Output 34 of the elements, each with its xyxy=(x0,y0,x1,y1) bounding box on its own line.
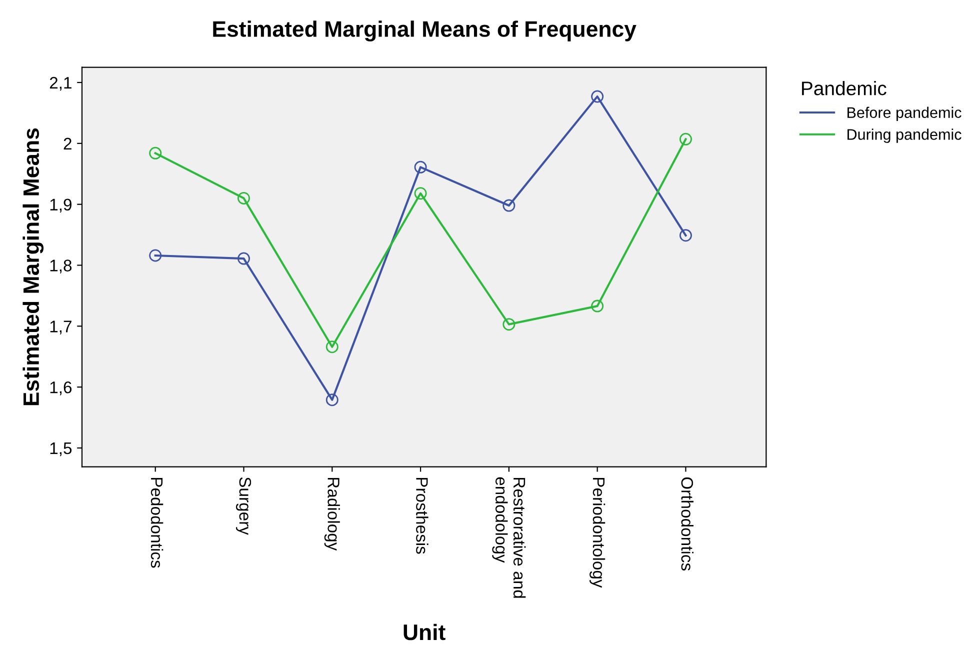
legend-title: Pandemic xyxy=(802,81,886,96)
point xyxy=(414,187,427,200)
point xyxy=(237,192,250,204)
legend-label: Before pandemic xyxy=(848,106,962,122)
y-tick-label: 1,9 xyxy=(50,198,72,212)
y-tick-label: 2 xyxy=(64,138,72,150)
y-tick-label: 1,6 xyxy=(50,381,72,396)
x-tick-label: Radiology xyxy=(324,478,340,551)
y-tick-label: 1,7 xyxy=(50,320,72,334)
chart-title: Estimated Marginal Means of Frequency xyxy=(213,20,636,42)
point xyxy=(502,199,516,212)
point xyxy=(591,90,604,103)
x-axis-title: Unit xyxy=(404,624,446,640)
point xyxy=(326,394,338,406)
x-tick-label: Pedodontics xyxy=(150,478,164,568)
x-tick-label: Restrorative and endodology xyxy=(492,477,526,598)
point xyxy=(502,318,516,331)
y-tick-label: 2,1 xyxy=(50,76,72,91)
y-tick-label: 1,5 xyxy=(50,442,72,456)
point xyxy=(679,132,692,146)
x-tick-label: Periodontology xyxy=(590,478,606,588)
point xyxy=(679,229,692,242)
point xyxy=(149,146,162,160)
point xyxy=(237,252,250,265)
x-tick-label: Surgery xyxy=(236,477,252,535)
x-tick-label: Orthodontics xyxy=(681,477,694,570)
point xyxy=(591,300,604,312)
point xyxy=(149,249,162,262)
legend-label: During pandemic xyxy=(848,128,962,143)
point xyxy=(414,160,427,174)
x-tick-label: Prosthesis xyxy=(416,478,428,554)
y-axis-title: Estimated Marginal Means xyxy=(22,128,44,406)
point xyxy=(326,340,338,354)
y-tick-label: 1,8 xyxy=(50,260,72,274)
